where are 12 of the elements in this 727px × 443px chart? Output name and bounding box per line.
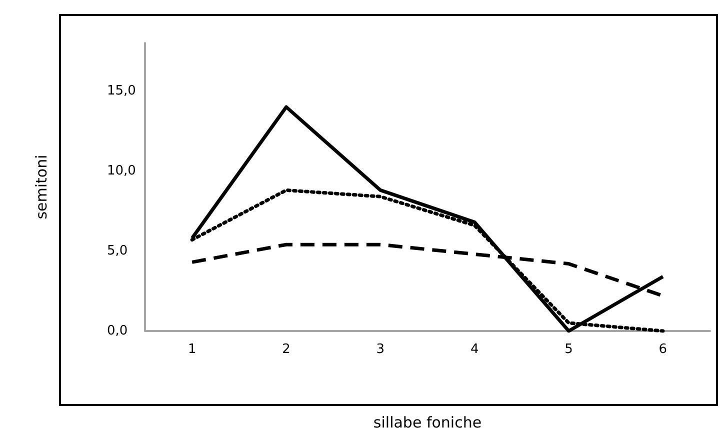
x-tick-label: 5: [564, 342, 573, 357]
x-axis-title: sillabe foniche: [373, 414, 482, 432]
y-axis-title: semitoni: [32, 154, 50, 220]
y-tick-label: 10,0: [107, 164, 136, 178]
y-tick-label: 5,0: [107, 244, 128, 258]
y-tick-label: 0,0: [107, 324, 128, 338]
x-tick-label: 3: [376, 342, 385, 357]
x-tick-label: 1: [188, 342, 196, 357]
y-tick-label: 15,0: [107, 84, 136, 98]
x-tick-label: 4: [470, 342, 479, 357]
x-tick-label: 2: [282, 342, 290, 357]
x-tick-label: 6: [658, 342, 668, 357]
